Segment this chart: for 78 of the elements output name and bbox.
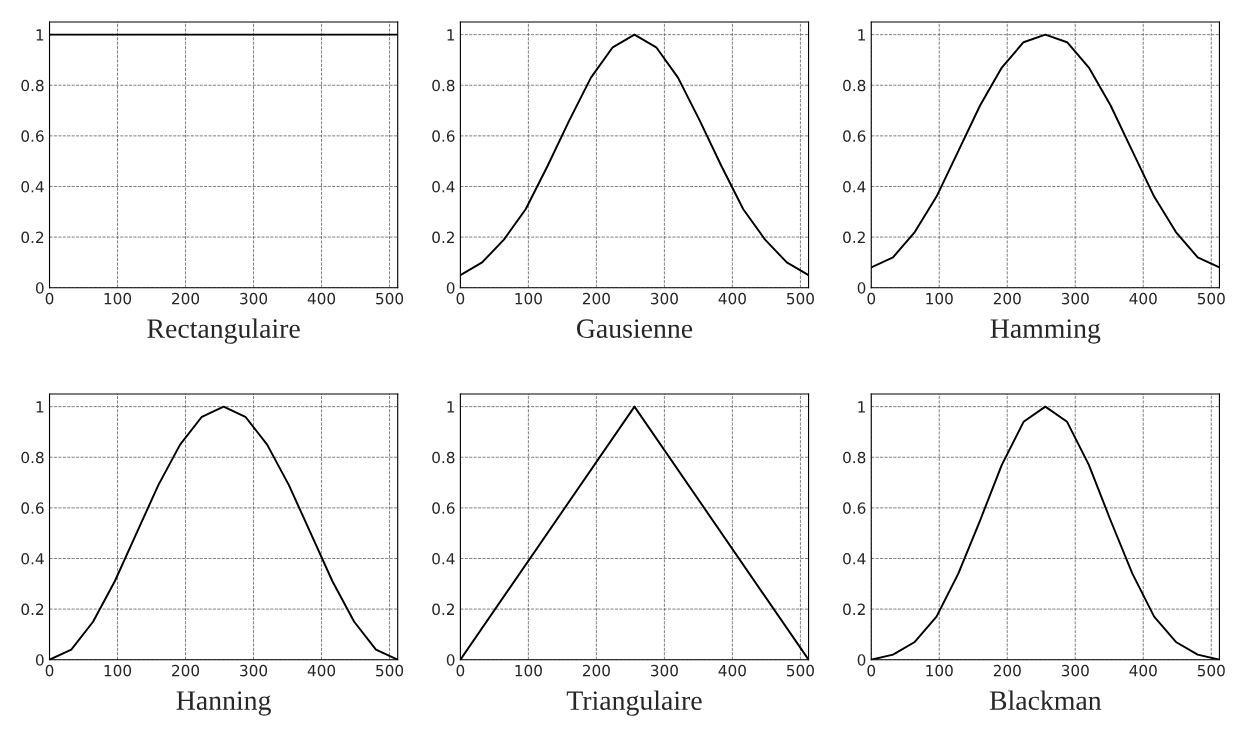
y-tick-label: 1 <box>858 29 865 41</box>
y-tick-label: 1 <box>36 29 44 41</box>
y-tick-label: 0 <box>35 282 44 294</box>
x-tick-label: 100 <box>926 664 953 677</box>
y-tick-label: 0.8 <box>843 451 866 464</box>
y-tick-label: 0 <box>446 654 455 666</box>
x-axis-title: Gausienne <box>576 319 693 339</box>
y-tick-label: 0.6 <box>432 502 455 514</box>
y-tick-label: 0.6 <box>432 130 455 142</box>
x-tick-label: 500 <box>1197 292 1225 305</box>
y-tick-label: 0.8 <box>843 79 866 92</box>
x-tick-label: 500 <box>787 664 814 677</box>
x-tick-label: 400 <box>307 664 336 677</box>
y-tick-label: 0 <box>35 654 44 666</box>
x-tick-label: 0 <box>45 664 54 677</box>
x-tick-label: 400 <box>307 292 336 305</box>
x-tick-label: 300 <box>650 292 678 305</box>
x-tick-label: 0 <box>45 292 54 305</box>
y-tick-label: 0.8 <box>21 79 44 92</box>
y-tick-label: 0.6 <box>843 502 866 514</box>
y-tick-label: 0.2 <box>432 231 454 244</box>
y-tick-label: 0.4 <box>432 180 455 193</box>
x-tick-label: 300 <box>650 664 678 677</box>
x-tick-label: 0 <box>456 664 465 677</box>
x-tick-label: 300 <box>1061 292 1089 305</box>
x-tick-label: 500 <box>376 664 404 677</box>
x-axis-title: Hamming <box>990 319 1101 344</box>
x-tick-label: 400 <box>1129 664 1157 677</box>
y-tick-label: 0.4 <box>21 552 44 565</box>
y-tick-label: 0.6 <box>21 502 44 514</box>
y-tick-label: 0.6 <box>843 130 866 142</box>
x-tick-label: 100 <box>104 292 132 305</box>
x-tick-label: 200 <box>993 292 1021 305</box>
x-tick-label: 0 <box>456 292 465 305</box>
x-tick-label: 300 <box>240 664 268 677</box>
x-tick-label: 500 <box>1197 664 1225 677</box>
y-tick-label: 0.8 <box>432 451 455 464</box>
y-tick-label: 0.4 <box>843 180 866 193</box>
y-tick-label: 0.6 <box>21 130 44 142</box>
y-tick-label: 0.4 <box>843 552 866 565</box>
y-tick-label: 0.2 <box>21 231 44 244</box>
y-tick-label: 1 <box>447 29 455 41</box>
y-tick-label: 0.8 <box>21 451 44 464</box>
y-tick-label: 1 <box>858 401 865 413</box>
x-tick-label: 400 <box>718 664 746 677</box>
y-tick-label: 0 <box>446 282 455 294</box>
x-tick-label: 200 <box>582 292 610 305</box>
x-tick-label: 300 <box>1061 664 1089 677</box>
y-tick-label: 0.2 <box>432 603 454 616</box>
x-tick-label: 500 <box>787 292 814 305</box>
x-tick-label: 200 <box>993 664 1021 677</box>
x-tick-label: 0 <box>867 664 876 677</box>
y-tick-label: 0 <box>857 654 866 666</box>
x-axis-title: Rectangulaire <box>147 318 300 344</box>
x-tick-label: 100 <box>104 664 132 677</box>
y-tick-label: 0.4 <box>21 180 44 193</box>
x-tick-label: 100 <box>515 292 542 305</box>
x-tick-label: 200 <box>582 664 610 677</box>
y-tick-label: 0.4 <box>432 552 455 565</box>
y-tick-label: 0.8 <box>432 79 455 92</box>
x-tick-label: 300 <box>240 292 268 305</box>
x-tick-label: 200 <box>172 664 200 677</box>
x-tick-label: 400 <box>1129 292 1157 305</box>
x-axis-title: Blackman <box>989 690 1102 711</box>
x-tick-label: 500 <box>376 292 404 305</box>
x-tick-label: 100 <box>515 664 542 677</box>
x-tick-label: 200 <box>172 292 200 305</box>
x-tick-label: 400 <box>718 292 746 305</box>
y-tick-label: 0.2 <box>21 603 44 616</box>
y-tick-label: 0.2 <box>843 603 865 616</box>
x-axis-title: Hanning <box>176 691 271 716</box>
y-tick-label: 1 <box>447 401 455 413</box>
y-tick-label: 1 <box>36 401 44 413</box>
y-tick-label: 0 <box>857 282 866 294</box>
x-tick-label: 100 <box>926 292 953 305</box>
y-tick-label: 0.2 <box>843 231 865 244</box>
x-axis-title: Triangulaire <box>566 690 702 716</box>
x-tick-label: 0 <box>867 292 876 305</box>
